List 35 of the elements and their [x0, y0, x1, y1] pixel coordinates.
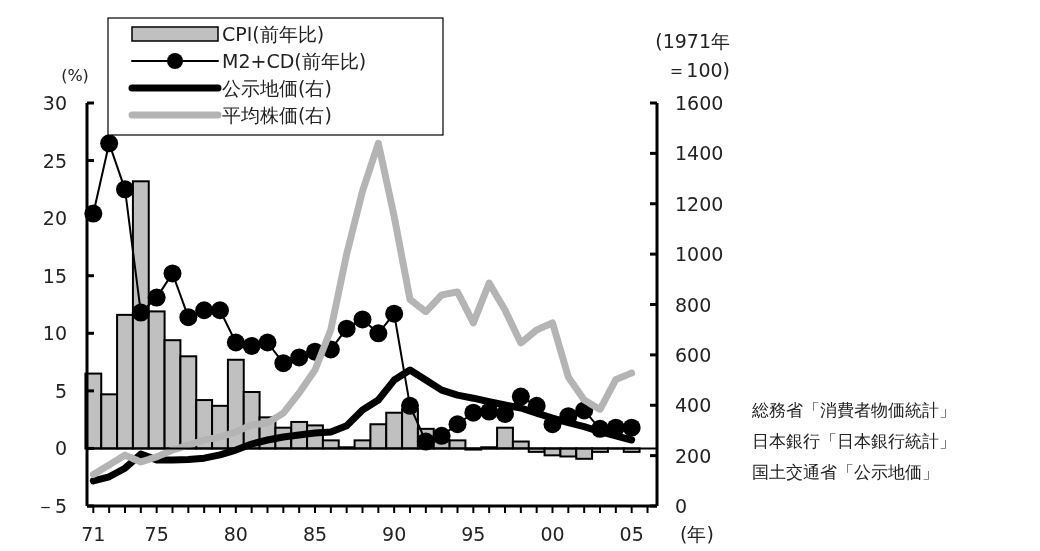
- legend-label: 平均株価(右): [222, 104, 332, 126]
- y-tick-label: 0: [54, 437, 67, 460]
- y2-tick-label: 400: [675, 394, 712, 417]
- legend-label: M2+CD(前年比): [222, 50, 367, 72]
- y-tick-label: －5: [35, 495, 67, 517]
- text: 日本銀行「日本銀行統計」: [752, 431, 956, 451]
- legend-label: CPI(前年比): [222, 23, 325, 45]
- y-tick-label: 15: [42, 264, 67, 287]
- y2-tick-label: 600: [675, 343, 712, 366]
- y-tick-label: 30: [42, 92, 67, 114]
- y2-tick-label: 1400: [675, 142, 724, 165]
- y2-tick-label: 800: [675, 293, 712, 316]
- y2-tick-label: 0: [675, 495, 688, 517]
- x-tick-label: 71: [81, 523, 106, 545]
- legend-label: 公示地価(右): [222, 77, 332, 99]
- x-tick-label: 80: [223, 523, 248, 545]
- y-tick-label: 20: [42, 207, 67, 230]
- y2-tick-label: 1200: [675, 192, 724, 215]
- x-tick-label: 85: [302, 523, 328, 545]
- x-tick-label: 75: [144, 523, 169, 545]
- text: 国土交通省「公示地価」: [752, 462, 939, 482]
- x-tick-label: 95: [461, 523, 486, 545]
- y-tick-label: 25: [42, 149, 67, 172]
- x-tick-label: 00: [540, 523, 565, 545]
- x-tick-label: 05: [619, 523, 644, 545]
- y2-axis-title: (1971年＝100): [655, 30, 730, 81]
- y2-tick-label: 1600: [675, 92, 724, 114]
- y2-tick-label: 1000: [675, 243, 724, 266]
- y2-tick-label: 200: [675, 444, 712, 467]
- y-tick-label: 5: [54, 379, 67, 402]
- x-tick-label: 90: [382, 523, 407, 545]
- y-axis-title: (%): [61, 66, 89, 85]
- y-tick-label: 10: [42, 322, 67, 345]
- x-axis-title: (年): [680, 523, 714, 545]
- text: 総務省「消費者物価統計」: [751, 400, 956, 420]
